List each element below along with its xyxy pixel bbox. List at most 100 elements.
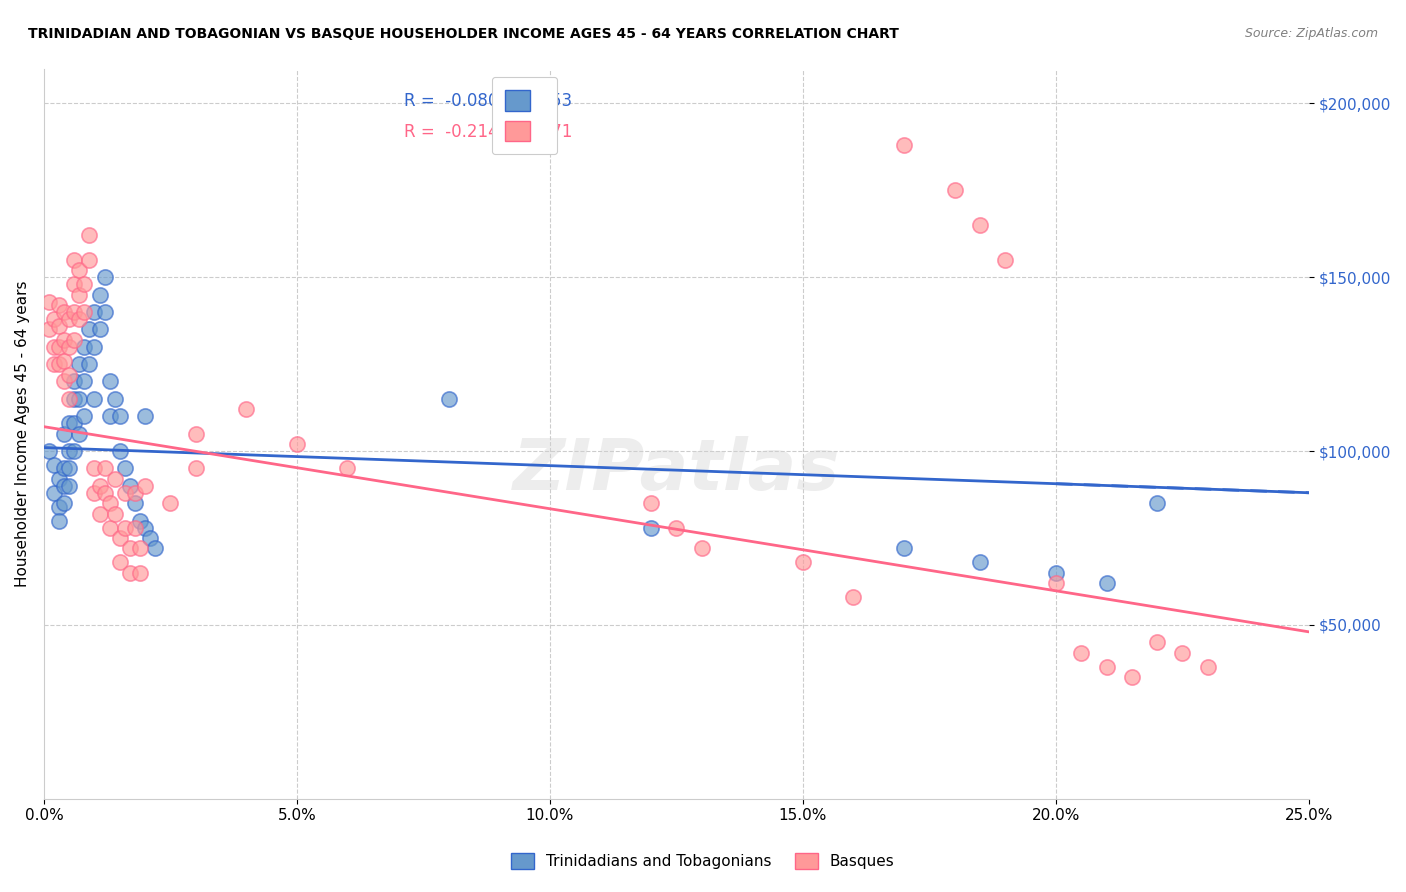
Point xyxy=(58,479,80,493)
Point xyxy=(53,426,76,441)
Y-axis label: Householder Income Ages 45 - 64 years: Householder Income Ages 45 - 64 years xyxy=(15,280,30,587)
Point xyxy=(690,541,713,556)
Point xyxy=(98,375,121,389)
Point xyxy=(53,305,76,319)
Point xyxy=(235,402,257,417)
Point xyxy=(83,392,105,406)
Point xyxy=(285,437,308,451)
Point xyxy=(134,409,156,424)
Point xyxy=(1070,646,1092,660)
Point xyxy=(67,287,90,301)
Point xyxy=(98,409,121,424)
Point xyxy=(159,496,181,510)
Point xyxy=(89,507,111,521)
Point xyxy=(129,566,152,580)
Point xyxy=(1171,646,1194,660)
Point xyxy=(89,287,111,301)
Point xyxy=(1197,659,1219,673)
Point xyxy=(48,514,70,528)
Point xyxy=(79,228,101,243)
Point xyxy=(114,520,136,534)
Point xyxy=(63,392,86,406)
Point xyxy=(53,353,76,368)
Point xyxy=(969,218,991,232)
Point xyxy=(118,541,141,556)
Point xyxy=(42,458,65,472)
Legend: Trinidadians and Tobagonians, Basques: Trinidadians and Tobagonians, Basques xyxy=(505,847,901,875)
Point xyxy=(98,496,121,510)
Point xyxy=(53,496,76,510)
Point xyxy=(134,479,156,493)
Point xyxy=(640,520,662,534)
Point xyxy=(93,461,115,475)
Point xyxy=(67,392,90,406)
Point xyxy=(42,311,65,326)
Point xyxy=(1095,576,1118,591)
Point xyxy=(842,590,865,604)
Point xyxy=(124,485,146,500)
Point xyxy=(58,461,80,475)
Point xyxy=(83,340,105,354)
Point xyxy=(53,461,76,475)
Point xyxy=(93,270,115,285)
Point xyxy=(67,357,90,371)
Point xyxy=(104,507,127,521)
Point xyxy=(63,333,86,347)
Point xyxy=(73,277,96,292)
Point xyxy=(58,444,80,458)
Point xyxy=(118,479,141,493)
Point xyxy=(73,340,96,354)
Point xyxy=(89,322,111,336)
Point xyxy=(42,485,65,500)
Point xyxy=(93,305,115,319)
Point xyxy=(63,375,86,389)
Point xyxy=(129,541,152,556)
Point xyxy=(79,357,101,371)
Point xyxy=(53,375,76,389)
Point xyxy=(79,252,101,267)
Point xyxy=(184,461,207,475)
Point xyxy=(42,357,65,371)
Point xyxy=(184,426,207,441)
Point xyxy=(108,444,131,458)
Point xyxy=(1146,496,1168,510)
Point xyxy=(48,472,70,486)
Point xyxy=(943,183,966,197)
Point xyxy=(89,479,111,493)
Text: ZIPatlas: ZIPatlas xyxy=(513,435,839,505)
Point xyxy=(114,485,136,500)
Point xyxy=(67,311,90,326)
Point xyxy=(48,340,70,354)
Point xyxy=(67,263,90,277)
Point xyxy=(124,496,146,510)
Point xyxy=(38,294,60,309)
Point xyxy=(67,426,90,441)
Point xyxy=(437,392,460,406)
Point xyxy=(792,555,814,569)
Point xyxy=(63,444,86,458)
Point xyxy=(53,479,76,493)
Point xyxy=(1121,670,1143,684)
Point xyxy=(53,333,76,347)
Text: Source: ZipAtlas.com: Source: ZipAtlas.com xyxy=(1244,27,1378,40)
Point xyxy=(63,416,86,430)
Point xyxy=(83,485,105,500)
Point xyxy=(48,357,70,371)
Point xyxy=(893,138,915,153)
Point xyxy=(1045,566,1067,580)
Point xyxy=(124,520,146,534)
Point xyxy=(38,444,60,458)
Point xyxy=(63,277,86,292)
Point xyxy=(665,520,688,534)
Point xyxy=(58,392,80,406)
Point xyxy=(83,461,105,475)
Point xyxy=(73,305,96,319)
Point xyxy=(114,461,136,475)
Point xyxy=(1146,635,1168,649)
Point xyxy=(63,252,86,267)
Point xyxy=(42,340,65,354)
Point xyxy=(98,520,121,534)
Point xyxy=(48,318,70,333)
Point xyxy=(58,416,80,430)
Point xyxy=(1045,576,1067,591)
